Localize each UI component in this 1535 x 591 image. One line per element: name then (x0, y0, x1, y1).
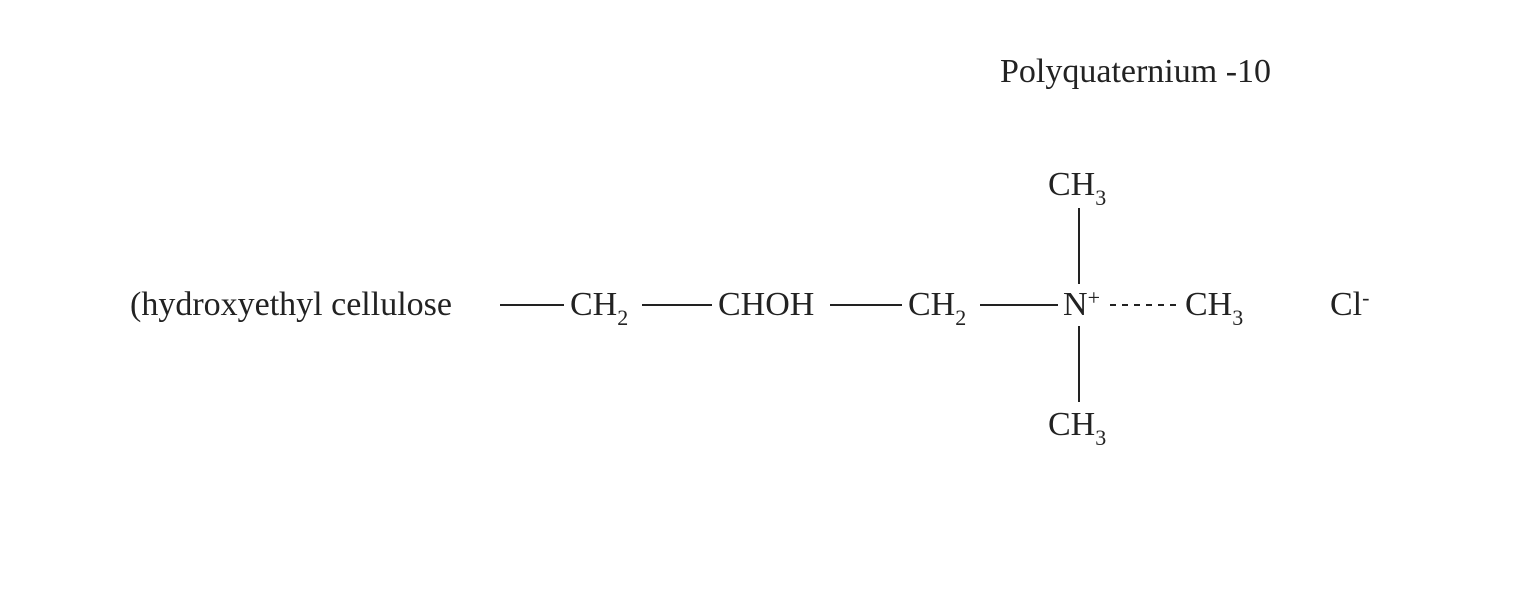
n-sup: + (1088, 285, 1100, 310)
ch3-r-base: CH (1185, 286, 1232, 323)
ch3-r-sub: 3 (1232, 305, 1243, 330)
ch2-b-base: CH (908, 286, 955, 323)
cl-sup: - (1362, 285, 1369, 310)
ch2-b-sub: 2 (955, 305, 966, 330)
title: Polyquaternium -10 (1000, 55, 1271, 89)
ch3-bot-base: CH (1048, 406, 1095, 443)
n-base: N (1063, 286, 1088, 323)
label-ch3-right: CH3 (1185, 288, 1243, 322)
ch3-bot-sub: 3 (1095, 425, 1106, 450)
ch3-top-sub: 3 (1095, 185, 1106, 210)
label-cl-minus: Cl- (1330, 288, 1369, 322)
ch3-top-base: CH (1048, 166, 1095, 203)
ch2-a-base: CH (570, 286, 617, 323)
label-ch2-a: CH2 (570, 288, 628, 322)
bond-1 (500, 304, 564, 306)
label-ch3-bottom: CH3 (1048, 408, 1106, 442)
bond-6-vert-top (1078, 208, 1080, 284)
bond-3 (830, 304, 902, 306)
bond-7-vert-bottom (1078, 326, 1080, 402)
bond-5-dashed (1110, 304, 1180, 306)
label-choh: CHOH (718, 288, 814, 322)
label-prefix: (hydroxyethyl cellulose (130, 288, 452, 322)
diagram-canvas: Polyquaternium -10 (hydroxyethyl cellulo… (0, 0, 1535, 591)
bond-2 (642, 304, 712, 306)
label-n-plus: N+ (1063, 288, 1100, 322)
label-ch3-top: CH3 (1048, 168, 1106, 202)
ch2-a-sub: 2 (617, 305, 628, 330)
cl-base: Cl (1330, 286, 1362, 323)
label-ch2-b: CH2 (908, 288, 966, 322)
bond-4 (980, 304, 1058, 306)
